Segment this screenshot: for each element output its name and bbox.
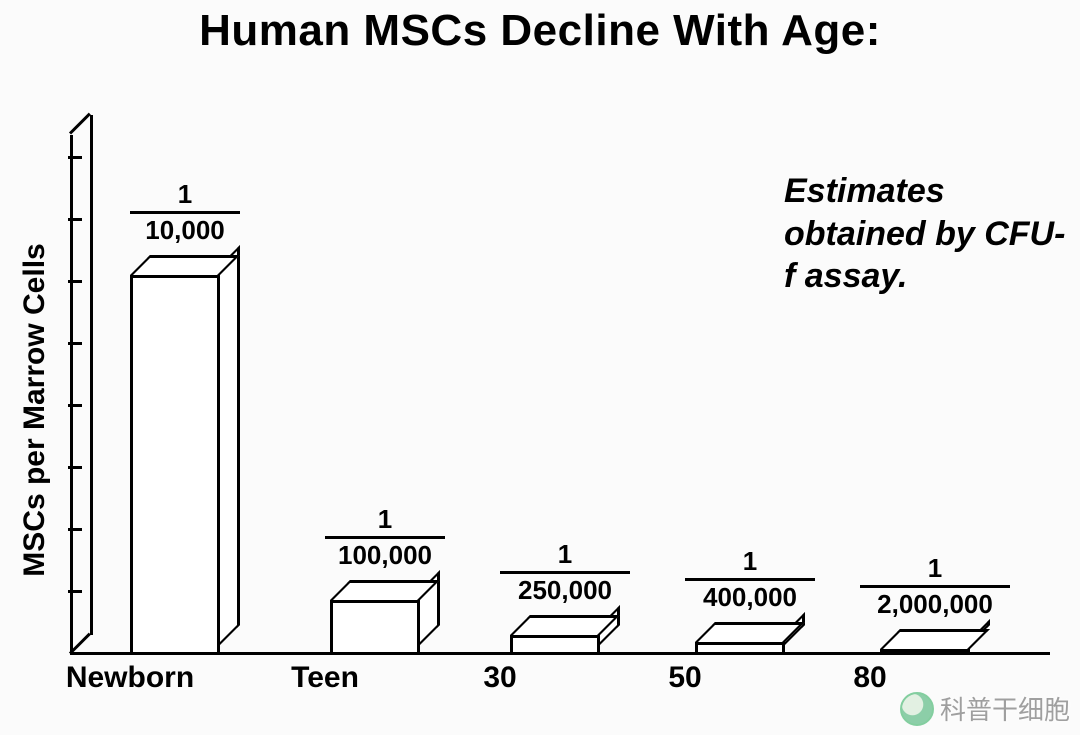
bar: [880, 629, 990, 655]
fraction-denominator: 400,000: [685, 583, 815, 612]
bar: [695, 622, 805, 655]
fraction-rule: [860, 585, 1010, 588]
fraction-numerator: 1: [685, 548, 815, 574]
wechat-icon: [900, 692, 934, 726]
bar: [510, 615, 620, 655]
fraction-rule: [500, 571, 630, 574]
bar-front: [880, 649, 970, 655]
chart-title: Human MSCs Decline With Age:: [0, 6, 1080, 56]
y-tick: [68, 590, 82, 593]
x-tick-label: Newborn: [66, 661, 194, 695]
fraction-numerator: 1: [325, 506, 445, 532]
bar-front: [130, 275, 220, 655]
bar-value-fraction: 1 100,000: [325, 506, 445, 570]
bar-front: [510, 635, 600, 655]
fraction-rule: [685, 578, 815, 581]
bar-side: [220, 245, 240, 645]
fraction-denominator: 100,000: [325, 541, 445, 570]
bar-front: [695, 642, 785, 655]
bar-value-fraction: 1 10,000: [130, 181, 240, 245]
y-tick: [68, 342, 82, 345]
x-tick-label: 80: [853, 661, 886, 695]
fraction-numerator: 1: [130, 181, 240, 207]
y-axis-back: [90, 115, 93, 635]
bar: [330, 580, 440, 655]
x-tick-label: 50: [668, 661, 701, 695]
fraction-denominator: 2,000,000: [860, 590, 1010, 619]
watermark-text: 科普干细胞: [940, 690, 1070, 727]
plot-area: 1 10,000 1 100,000 1 250,000 1 400,000 1 2,000,00…: [70, 100, 1050, 655]
y-axis-front: [70, 135, 73, 655]
fraction-numerator: 1: [500, 541, 630, 567]
y-axis-edge: [69, 112, 91, 134]
bar-top: [880, 629, 990, 649]
x-tick-label: 30: [483, 661, 516, 695]
y-tick: [68, 466, 82, 469]
y-tick: [68, 404, 82, 407]
fraction-denominator: 250,000: [500, 576, 630, 605]
y-tick: [68, 280, 82, 283]
bar: [130, 255, 240, 655]
watermark: 科普干细胞: [900, 690, 1070, 727]
bar-value-fraction: 1 400,000: [685, 548, 815, 612]
x-tick-label: Teen: [291, 661, 359, 695]
fraction-rule: [130, 211, 240, 214]
chart-canvas: Human MSCs Decline With Age: MSCs per Ma…: [0, 0, 1080, 735]
fraction-rule: [325, 536, 445, 539]
y-tick: [68, 528, 82, 531]
y-axis-label: MSCs per Marrow Cells: [18, 210, 52, 610]
bar-value-fraction: 1 2,000,000: [860, 555, 1010, 619]
fraction-denominator: 10,000: [130, 216, 240, 245]
y-tick: [68, 218, 82, 221]
bar-value-fraction: 1 250,000: [500, 541, 630, 605]
bar-front: [330, 600, 420, 655]
y-tick: [68, 156, 82, 159]
fraction-numerator: 1: [860, 555, 1010, 581]
